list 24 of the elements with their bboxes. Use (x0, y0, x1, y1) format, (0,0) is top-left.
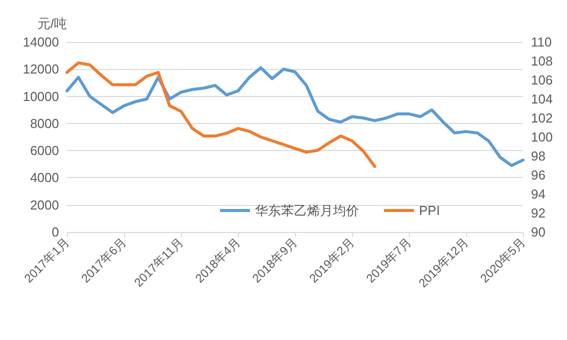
line-series (66, 66, 524, 167)
y2-tick-label: 104 (531, 92, 553, 106)
y2-tick-label: 98 (531, 148, 546, 164)
legend-label: PPI (419, 203, 440, 218)
line-series (66, 61, 376, 168)
y2-tick-label: 102 (531, 110, 553, 126)
y-tick-label: 0 (52, 224, 59, 240)
y-axis-title: 元/吨 (37, 16, 67, 31)
legend-label: 华东苯乙烯月均价 (255, 203, 359, 218)
y-tick-label: 12000 (22, 62, 59, 77)
y2-tick-label: 110 (531, 34, 552, 50)
y-tick-label: 2000 (30, 197, 59, 212)
y2-tick-label: 92 (531, 206, 546, 220)
y2-tick-label: 106 (531, 72, 553, 88)
y2-tick-label: 100 (531, 130, 553, 144)
y2-tick-label: 96 (531, 168, 546, 182)
y-tick-label: 10000 (22, 88, 59, 104)
y2-tick-label: 108 (531, 54, 553, 68)
y-tick-label: 6000 (30, 143, 59, 158)
y2-tick-label: 90 (531, 224, 546, 240)
y-tick-label: 14000 (22, 34, 59, 50)
y2-tick-label: 94 (531, 186, 546, 202)
y-tick-label: 4000 (30, 170, 59, 186)
y-tick-label: 8000 (30, 116, 59, 131)
